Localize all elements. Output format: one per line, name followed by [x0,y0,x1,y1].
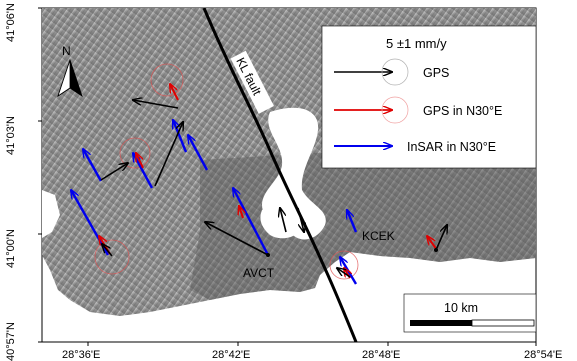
legend-label-gps: GPS [423,66,449,80]
fault-motion-arrow-up [280,208,287,233]
x-axis: 28°36'E 28°42'E 28°48'E 28°54'E [62,342,562,361]
station-label-avct: AVCT [243,266,275,280]
gps-vectors [101,100,447,278]
legend-box [321,25,537,169]
x-tick-label: 28°48'E [362,349,400,361]
error-circles [94,63,359,280]
station-marker-kcek [434,248,438,252]
legend-label-insar-n30e: InSAR in N30°E [407,140,496,154]
north-arrow-label: N [62,44,71,58]
legend: 5 ±1 mm/y GPS GPS in N30°E InSAR in N30°… [321,25,537,169]
legend-title: 5 ±1 mm/y [386,36,447,51]
x-tick-label: 28°54'E [524,349,562,361]
kl-fault-trace [202,8,358,342]
y-axis: 41°06'N 41°03'N 41°00'N 40°57'N [5,3,42,361]
scale-bar-label: 10 km [444,301,478,315]
legend-label-gps-n30e: GPS in N30°E [423,104,502,118]
y-tick-label: 41°06'N [5,3,17,42]
north-arrow: N [57,44,83,97]
station-label-kcek: KCEK [362,229,395,243]
station-marker-avct [266,253,270,257]
x-tick-label: 28°42'E [212,349,250,361]
scale-bar: 10 km [403,293,537,333]
y-tick-label: 40°57'N [5,322,17,361]
y-tick-label: 41°03'N [5,116,17,155]
west-sea-inlet [42,190,60,238]
y-tick-label: 41°00'N [5,229,17,268]
x-tick-label: 28°36'E [62,349,100,361]
